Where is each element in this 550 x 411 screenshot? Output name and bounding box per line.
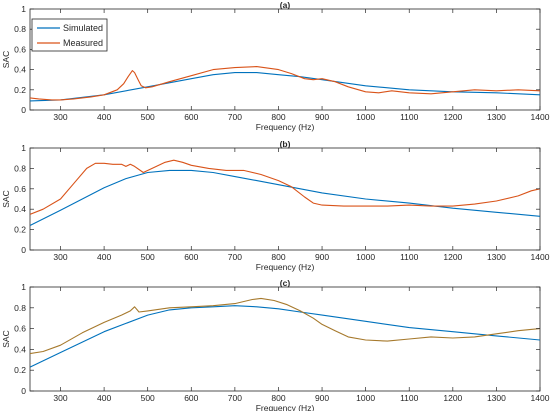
panel-3: 300 400 500 600 700 800 900 1000 1100 1200 1300 140…	[1, 278, 550, 411]
x-tick-label: 500	[141, 393, 155, 403]
x-tick-label: 700	[228, 252, 242, 262]
plot-area	[29, 286, 541, 392]
x-tick-label: 400	[97, 252, 111, 262]
x-tick-label: 900	[315, 252, 329, 262]
legend-box	[31, 18, 108, 52]
y-axis-label: SAC	[1, 190, 11, 207]
x-tick-label: 1100	[400, 252, 419, 262]
legend: Simulated Measured	[31, 18, 108, 52]
y-tick-label: 0.6	[14, 44, 26, 54]
y-tick-label: 0.8	[14, 24, 26, 34]
x-tick-label: 1100	[400, 393, 419, 403]
x-tick-label: 700	[228, 112, 242, 122]
y-tick-label: 0.8	[14, 303, 26, 313]
series-line-simulated	[30, 72, 540, 102]
y-tick-label: 0.2	[14, 365, 26, 375]
x-tick-label: 800	[271, 393, 285, 403]
y-tick-label: 0.8	[14, 163, 26, 173]
panel-title: (a)	[280, 0, 291, 10]
x-tick-label: 600	[184, 393, 198, 403]
y-tick-label: 1	[21, 4, 26, 14]
panel-1: 300 400 500 600 700 800 900 1000 1100 1200 1300 140…	[1, 0, 550, 132]
x-tick-label: 400	[97, 112, 111, 122]
panel-title: (c)	[280, 278, 291, 288]
legend-label-simulated: Simulated	[63, 23, 103, 33]
x-tick-label: 1200	[443, 393, 462, 403]
y-tick-label: 0.6	[14, 324, 26, 334]
panel-title: (b)	[280, 139, 291, 149]
x-tick-label: 1400	[531, 393, 550, 403]
y-tick-label: 0.2	[14, 85, 26, 95]
series-line-measured	[30, 297, 540, 355]
y-tick-label: 1	[21, 143, 26, 153]
series-line-simulated	[30, 169, 540, 226]
y-tick-label: 0	[21, 105, 26, 115]
x-tick-label: 700	[228, 393, 242, 403]
y-tick-label: 1	[21, 282, 26, 292]
x-tick-label: 900	[315, 112, 329, 122]
x-tick-label: 300	[53, 393, 67, 403]
x-tick-label: 400	[97, 393, 111, 403]
y-axis-label: SAC	[1, 330, 11, 347]
x-tick-label: 600	[184, 252, 198, 262]
x-tick-label: 1100	[400, 112, 419, 122]
y-tick-label: 0.4	[14, 65, 26, 75]
x-tick-label: 1200	[443, 252, 462, 262]
x-axis-label: Frequency (Hz)	[256, 122, 315, 132]
x-tick-label: 800	[271, 112, 285, 122]
x-tick-label: 600	[184, 112, 198, 122]
y-tick-label: 0.4	[14, 204, 26, 214]
x-tick-label: 500	[141, 112, 155, 122]
y-tick-label: 0.4	[14, 344, 26, 354]
x-axis-label: Frequency (Hz)	[256, 403, 315, 411]
x-tick-label: 1300	[487, 252, 506, 262]
x-tick-label: 1400	[531, 252, 550, 262]
x-tick-label: 1000	[356, 112, 375, 122]
x-tick-label: 1300	[487, 112, 506, 122]
legend-label-measured: Measured	[63, 38, 103, 48]
y-tick-label: 0.6	[14, 184, 26, 194]
x-axis-label: Frequency (Hz)	[256, 262, 315, 272]
x-tick-label: 1200	[443, 112, 462, 122]
x-tick-label: 300	[53, 112, 67, 122]
x-tick-label: 1000	[356, 252, 375, 262]
y-tick-label: 0	[21, 386, 26, 396]
x-tick-label: 800	[271, 252, 285, 262]
plot-area	[29, 147, 541, 251]
y-tick-label: 0	[21, 245, 26, 255]
x-tick-label: 1000	[356, 393, 375, 403]
x-tick-label: 1300	[487, 393, 506, 403]
x-tick-label: 500	[141, 252, 155, 262]
x-tick-label: 1400	[531, 112, 550, 122]
x-tick-label: 900	[315, 393, 329, 403]
y-axis-label: SAC	[1, 51, 11, 68]
panel-2: 300 400 500 600 700 800 900 1000 1100 1200 1300 140…	[1, 139, 550, 272]
series-line-simulated	[30, 305, 540, 368]
y-tick-label: 0.2	[14, 225, 26, 235]
series-line-measured	[30, 159, 540, 215]
series-line-measured	[30, 66, 540, 101]
x-tick-label: 300	[53, 252, 67, 262]
